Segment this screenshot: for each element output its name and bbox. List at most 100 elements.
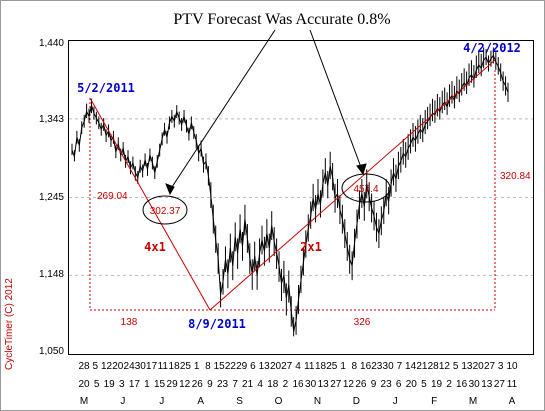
x-day-tick: 8 — [205, 361, 211, 372]
x-day-tick: 5 — [453, 361, 459, 372]
x-day-tick: 2 — [283, 379, 289, 390]
x-day-tick: 26 — [355, 379, 367, 390]
x-day-tick: 24 — [124, 361, 136, 372]
arrow-to-drop — [169, 29, 276, 191]
ratio-down-label: 4x1 — [144, 240, 166, 254]
arrow-head-drop — [165, 183, 175, 196]
x-month-tick: D — [353, 396, 360, 407]
x-day-tick: 4 — [295, 361, 301, 372]
x-day-tick: 1 — [340, 361, 346, 372]
y-tick-label: 1,440 — [39, 38, 64, 49]
x-day-tick: 13 — [318, 379, 330, 390]
x-month-tick: J — [393, 396, 398, 407]
x-day-tick: 15 — [214, 361, 226, 372]
x-day-tick: 27 — [484, 361, 496, 372]
peak2-date-label: 4/2/2012 — [463, 41, 521, 55]
x-day-tick: 29 — [236, 361, 248, 372]
y-tick-label: 1,343 — [39, 114, 64, 125]
days-up-label: 326 — [354, 317, 371, 328]
x-day-tick: 26 — [192, 379, 204, 390]
x-day-tick: 12 — [179, 379, 191, 390]
horizontal-grid — [69, 118, 533, 276]
x-day-tick: 27 — [494, 379, 506, 390]
annotations: 5/2/2011 8/9/2011 4/2/2012 269.04 302.37… — [77, 41, 531, 331]
x-month-tick: O — [275, 396, 283, 407]
x-day-tick: 25 — [326, 361, 338, 372]
x-month-tick: J — [120, 396, 125, 407]
forecast-rise-label: 457.4 — [353, 184, 378, 195]
x-day-tick: 6 — [396, 379, 402, 390]
x-day-tick: 27 — [330, 379, 342, 390]
x-month-tick: M — [469, 396, 477, 407]
x-day-tick: 17 — [129, 379, 141, 390]
x-day-tick: 16 — [360, 361, 372, 372]
x-day-tick: 23 — [381, 379, 393, 390]
x-day-tick: 18 — [315, 361, 327, 372]
ratio-up-label: 2x1 — [300, 240, 322, 254]
days-down-label: 138 — [121, 317, 138, 328]
arrow-head-rise — [356, 163, 367, 176]
x-day-tick: 30 — [469, 379, 481, 390]
x-day-tick: 13 — [481, 379, 493, 390]
x-day-tick: 3 — [498, 361, 504, 372]
y-tick-label: 1,050 — [39, 346, 64, 357]
x-day-tick: 27 — [281, 361, 293, 372]
down-trendline — [89, 97, 211, 311]
x-day-tick: 1 — [194, 361, 200, 372]
x-day-tick: 25 — [180, 361, 192, 372]
arrow-to-rise — [309, 29, 363, 171]
x-month-tick: N — [314, 396, 321, 407]
x-day-tick: 19 — [431, 379, 443, 390]
x-month-tick: A — [197, 396, 204, 407]
x-day-tick: 14 — [405, 361, 417, 372]
x-day-tick: 5 — [93, 361, 99, 372]
plot-area — [68, 40, 534, 355]
x-day-tick: 18 — [169, 361, 181, 372]
x-day-tick: 16 — [456, 379, 468, 390]
x-day-tick: 30 — [135, 361, 147, 372]
peak1-date-label: 5/2/2011 — [77, 81, 135, 95]
x-day-tick: 20 — [270, 361, 282, 372]
x-day-tick: 7 — [232, 379, 238, 390]
x-day-tick: 11 — [507, 379, 518, 390]
x-day-tick: 12 — [439, 361, 451, 372]
x-day-tick: 9 — [371, 379, 377, 390]
x-day-tick: 29 — [167, 379, 179, 390]
forecast-drop-label: 302.37 — [150, 206, 181, 217]
x-day-tick: 11 — [304, 361, 315, 372]
x-day-tick: 7 — [397, 361, 403, 372]
x-day-tick: 6 — [250, 361, 256, 372]
forecast-rise-ellipse — [341, 173, 391, 203]
x-month-tick: A — [509, 396, 516, 407]
chart-title: PTV Forecast Was Accurate 0.8% — [173, 11, 390, 28]
x-day-tick: 4 — [257, 379, 263, 390]
up-trendline — [209, 59, 496, 311]
title-arrows — [165, 29, 367, 196]
x-axis-day-row-2: 20 5 19 3 17 1 15 29 12 26 9 23 7 21 4 18 2 16 30 13 27 12 26 9… — [78, 379, 517, 390]
x-day-tick: 17 — [146, 361, 158, 372]
x-month-tick: J — [159, 396, 164, 407]
x-day-tick: 1 — [144, 379, 150, 390]
x-day-tick: 2 — [446, 379, 452, 390]
right-height-label: 320.84 — [500, 171, 531, 182]
x-day-tick: 13 — [259, 361, 271, 372]
x-day-tick: 11 — [158, 361, 169, 372]
x-axis-day-row-1: 28 5 12 20 24 30 17 11 18 25 1 8 15 22 29 6 13 20 27 4 11 18 2… — [78, 361, 518, 372]
y-axis: 1,440 1,343 1,245 1,148 1,050 — [39, 38, 64, 357]
x-day-tick: 21 — [416, 361, 428, 372]
x-month-tick: F — [431, 396, 437, 407]
x-day-tick: 8 — [352, 361, 358, 372]
x-day-tick: 22 — [225, 361, 237, 372]
x-day-tick: 30 — [383, 361, 395, 372]
x-month-tick: M — [80, 396, 88, 407]
y-tick-label: 1,245 — [39, 192, 64, 203]
forecast-drop-ellipse — [142, 195, 188, 225]
x-day-tick: 12 — [101, 361, 113, 372]
x-day-tick: 5 — [94, 379, 100, 390]
x-day-tick: 28 — [78, 361, 90, 372]
x-day-tick: 9 — [207, 379, 213, 390]
low-date-label: 8/9/2011 — [188, 317, 246, 331]
x-day-tick: 23 — [371, 361, 383, 372]
